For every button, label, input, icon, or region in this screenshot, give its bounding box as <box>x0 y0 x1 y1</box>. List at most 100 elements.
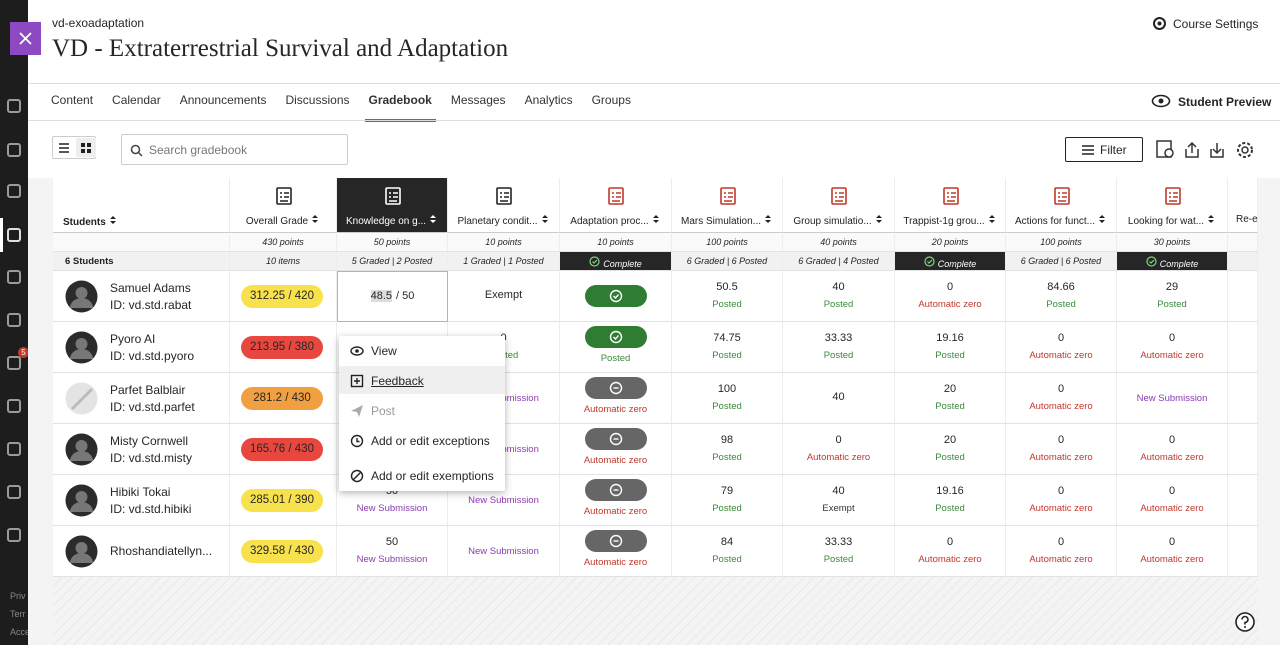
tab[interactable]: Groups <box>591 93 631 107</box>
student-cell[interactable]: Parfet Balblair ID: vd.std.parfet <box>53 373 230 424</box>
help-icon[interactable] <box>1234 611 1256 633</box>
tab[interactable]: Analytics <box>524 93 573 107</box>
sidebar-footer-link[interactable]: Acce <box>10 627 28 637</box>
grade-cell[interactable]: 0 Automatic zero <box>1117 322 1228 373</box>
grade-cell[interactable]: 50 New Submission <box>337 526 448 577</box>
tab[interactable]: Announcements <box>179 93 267 107</box>
overall-grade[interactable]: 213.95 / 380 <box>241 336 323 359</box>
sort-icon[interactable] <box>312 214 320 224</box>
grade-cell[interactable]: 20 Posted <box>895 373 1006 424</box>
grade-cell[interactable]: 29 Posted <box>1117 271 1228 322</box>
student-preview[interactable]: Student Preview <box>1178 95 1272 109</box>
grade-cell[interactable]: 0 Automatic zero <box>1006 526 1117 577</box>
close-button[interactable] <box>10 22 41 55</box>
column-header[interactable]: Looking for wat... <box>1117 178 1228 233</box>
grade-cell[interactable]: 33.33 Posted <box>783 322 895 373</box>
column-header[interactable]: Knowledge on g... <box>337 178 448 233</box>
grade-cell[interactable]: 0 Automatic zero <box>783 424 895 475</box>
sidebar-icon[interactable] <box>7 485 21 499</box>
sidebar-footer-link[interactable]: Terr <box>10 609 26 619</box>
grade-cell[interactable]: 84 Posted <box>672 526 783 577</box>
search-box[interactable]: Search gradebook <box>121 134 348 165</box>
tab[interactable]: Messages <box>450 93 506 107</box>
tab[interactable]: Gradebook <box>364 93 436 122</box>
column-header[interactable]: Group simulatio... <box>783 178 895 233</box>
grade-cell[interactable]: 33.33 Posted <box>783 526 895 577</box>
grade-cell[interactable] <box>560 271 672 322</box>
sort-icon[interactable] <box>765 214 773 224</box>
grade-cell[interactable]: 79 Posted <box>672 475 783 526</box>
column-header[interactable]: Overall Grade <box>230 178 337 233</box>
grade-input[interactable]: 48.5/ 50 <box>338 290 447 302</box>
sidebar-icon[interactable] <box>7 143 21 157</box>
overall-grade[interactable]: 329.58 / 430 <box>241 540 323 563</box>
grade-cell[interactable]: 50.5 Posted <box>672 271 783 322</box>
grade-cell[interactable]: 40 <box>783 373 895 424</box>
sidebar-icon[interactable] <box>7 228 21 242</box>
sort-icon[interactable] <box>430 214 438 224</box>
column-header[interactable]: Students <box>53 178 230 233</box>
sidebar-icon[interactable] <box>7 270 21 284</box>
student-cell[interactable]: Samuel Adams ID: vd.std.rabat <box>53 271 230 322</box>
column-header[interactable]: Adaptation proc... <box>560 178 672 233</box>
grade-cell[interactable]: 98 Posted <box>672 424 783 475</box>
grade-cell[interactable]: 0 Automatic zero <box>1117 526 1228 577</box>
sidebar-icon[interactable] <box>7 442 21 456</box>
view-toggle[interactable] <box>52 136 96 159</box>
grade-cell[interactable]: 0 Automatic zero <box>1006 373 1117 424</box>
menu-item[interactable]: Feedback <box>339 366 505 394</box>
grade-cell[interactable]: New Submission <box>1117 373 1228 424</box>
column-header[interactable]: Mars Simulation... <box>672 178 783 233</box>
grade-cell[interactable]: 40 Exempt <box>783 475 895 526</box>
sidebar-icon[interactable] <box>7 313 21 327</box>
grade-cell[interactable]: 84.66 Posted <box>1006 271 1117 322</box>
column-header[interactable]: Trappist-1g grou... <box>895 178 1006 233</box>
grade-cell[interactable]: 0 Automatic zero <box>895 271 1006 322</box>
column-header[interactable]: Re-e <box>1228 178 1258 233</box>
grade-cell[interactable]: New Submission <box>448 526 560 577</box>
sort-icon[interactable] <box>109 215 118 225</box>
grade-cell[interactable]: Automatic zero <box>560 475 672 526</box>
grade-cell[interactable]: 20 Posted <box>895 424 1006 475</box>
grade-cell[interactable]: 0 Automatic zero <box>1117 424 1228 475</box>
grade-cell[interactable]: 19.16 Posted <box>895 475 1006 526</box>
student-cell[interactable]: Hibiki Tokai ID: vd.std.hibiki <box>53 475 230 526</box>
overall-grade[interactable]: 285.01 / 390 <box>241 489 323 512</box>
overall-grade[interactable]: 165.76 / 430 <box>241 438 323 461</box>
grade-cell[interactable]: Automatic zero <box>560 373 672 424</box>
sort-icon[interactable] <box>1099 214 1107 224</box>
grade-cell[interactable]: Automatic zero <box>560 424 672 475</box>
grade-cell[interactable]: 19.16 Posted <box>895 322 1006 373</box>
grade-cell[interactable]: Exempt <box>448 271 560 322</box>
tab[interactable]: Discussions <box>285 93 350 107</box>
grade-cell[interactable]: 0 Automatic zero <box>895 526 1006 577</box>
sidebar-footer-link[interactable]: Priv <box>10 591 26 601</box>
course-settings[interactable]: Course Settings <box>1173 17 1259 31</box>
grade-cell[interactable]: Posted <box>560 322 672 373</box>
grade-cell[interactable]: 0 Automatic zero <box>1006 322 1117 373</box>
grade-cell[interactable]: 40 Posted <box>783 271 895 322</box>
sort-icon[interactable] <box>875 214 884 224</box>
overall-grade[interactable]: 281.2 / 430 <box>241 387 323 410</box>
column-header[interactable]: Actions for funct... <box>1006 178 1117 233</box>
student-cell[interactable]: Rhoshandiatellyn... <box>53 526 230 577</box>
grade-cell[interactable]: 100 Posted <box>672 373 783 424</box>
tab[interactable]: Content <box>51 93 94 107</box>
overall-grade[interactable]: 312.25 / 420 <box>241 285 323 308</box>
sidebar-icon[interactable] <box>7 356 21 370</box>
sidebar-icon[interactable] <box>7 528 21 542</box>
sidebar-icon[interactable] <box>7 184 21 198</box>
menu-item[interactable]: Add or edit exceptions <box>339 426 505 454</box>
sort-icon[interactable] <box>988 214 997 224</box>
sidebar-icon[interactable] <box>7 399 21 413</box>
grade-cell[interactable]: 0 Automatic zero <box>1117 475 1228 526</box>
menu-item[interactable]: View <box>339 336 505 364</box>
grade-cell[interactable]: 0 Automatic zero <box>1006 424 1117 475</box>
filter-button[interactable]: Filter <box>1065 137 1143 162</box>
sidebar-icon[interactable] <box>7 99 21 113</box>
column-header[interactable]: Planetary condit... <box>448 178 560 233</box>
sort-icon[interactable] <box>1208 214 1216 224</box>
student-cell[interactable]: Misty Cornwell ID: vd.std.misty <box>53 424 230 475</box>
grade-cell[interactable]: 74.75 Posted <box>672 322 783 373</box>
student-cell[interactable]: Pyoro AI ID: vd.std.pyoro <box>53 322 230 373</box>
